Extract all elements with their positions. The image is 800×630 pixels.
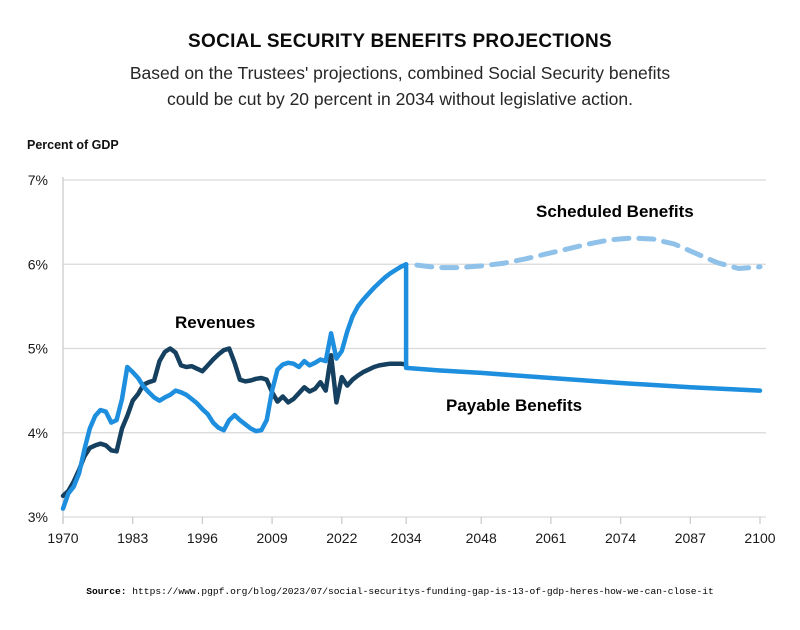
revenues-series-label: Revenues <box>175 313 256 332</box>
subtitle-line-1: Based on the Trustees' projections, comb… <box>129 63 671 83</box>
subtitle-line-2: could be cut by 20 percent in 2034 witho… <box>167 89 633 109</box>
y-tick-label-6%: 6% <box>28 256 48 272</box>
y-tick-label-3%: 3% <box>28 509 48 525</box>
page-title: SOCIAL SECURITY BENEFITS PROJECTIONS <box>188 31 612 52</box>
x-tick-label-2034: 2034 <box>391 530 422 546</box>
scheduled-benefits-series-label: Scheduled Benefits <box>536 202 694 221</box>
x-tick-label-2022: 2022 <box>326 530 357 546</box>
y-axis-title: Percent of GDP <box>27 138 119 152</box>
x-tick-label-1970: 1970 <box>47 530 78 546</box>
source-prefix: Source: <box>86 586 127 597</box>
payable-benefits-line <box>403 262 763 393</box>
payable-benefits-series-label: Payable Benefits <box>446 396 583 415</box>
benefits-historical-line <box>60 262 409 511</box>
y-tick-label-5%: 5% <box>28 341 48 357</box>
x-tick-label-2100: 2100 <box>744 530 775 546</box>
x-tick-label-2061: 2061 <box>535 530 566 546</box>
x-tick-label-2009: 2009 <box>257 530 288 546</box>
x-tick-label-2087: 2087 <box>675 530 706 546</box>
source-line: Source: https://www.pgpf.org/blog/2023/0… <box>0 586 800 597</box>
source-url: https://www.pgpf.org/blog/2023/07/social… <box>132 586 714 597</box>
revenues-line <box>60 346 409 499</box>
x-tick-label-2048: 2048 <box>466 530 497 546</box>
x-tick-label-2074: 2074 <box>605 530 636 546</box>
y-tick-label-7%: 7% <box>28 172 48 188</box>
y-tick-label-4%: 4% <box>28 425 48 441</box>
scheduled-benefits-line <box>414 235 763 271</box>
x-tick-label-1996: 1996 <box>187 530 218 546</box>
page-subtitle: Based on the Trustees' projections, comb… <box>60 60 740 112</box>
x-tick-label-1983: 1983 <box>117 530 148 546</box>
